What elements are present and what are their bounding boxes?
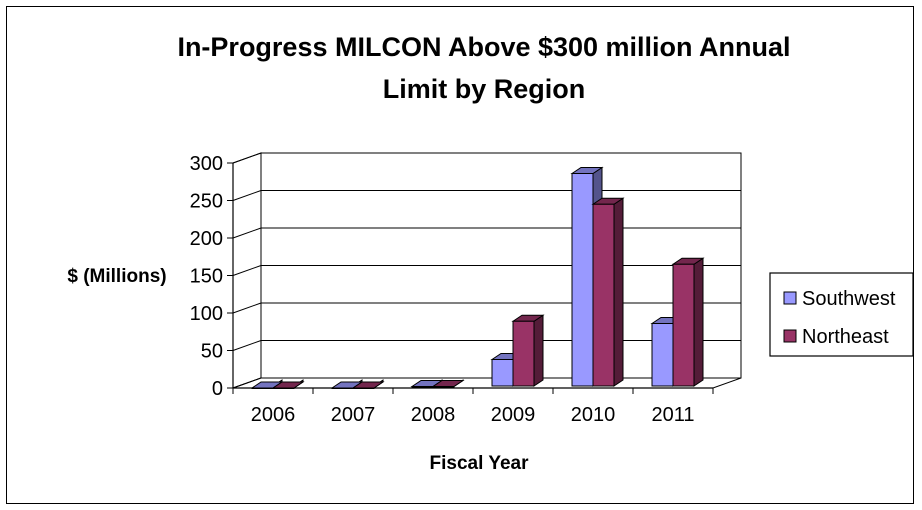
gridline-side bbox=[232, 302, 262, 314]
gridline-side bbox=[232, 190, 262, 201]
bar-northeast-2009-side bbox=[533, 314, 544, 387]
y-tick-label: 250 bbox=[190, 191, 223, 213]
bar-northeast-2009 bbox=[512, 320, 535, 387]
legend: Southwest Northeast bbox=[769, 272, 914, 357]
x-axis-title: Fiscal Year bbox=[430, 453, 530, 474]
bar-southwest-2007 bbox=[331, 387, 354, 389]
y-tick-label: 200 bbox=[190, 228, 223, 250]
bar-northeast-2007 bbox=[352, 387, 375, 389]
x-tick-label: 2006 bbox=[251, 404, 296, 426]
x-tick-label: 2008 bbox=[411, 404, 456, 426]
legend-label-southwest: Southwest bbox=[802, 288, 896, 310]
bar-northeast-2008 bbox=[432, 386, 455, 388]
bar-southwest-2011 bbox=[651, 323, 674, 387]
bar-southwest-2010 bbox=[571, 173, 594, 387]
legend-label-northeast: Northeast bbox=[802, 326, 889, 348]
bar-northeast-2006 bbox=[272, 387, 295, 389]
y-tick-label: 100 bbox=[190, 303, 223, 325]
gridline-side bbox=[232, 227, 262, 239]
legend-swatch-northeast bbox=[783, 329, 797, 343]
y-tick-label: 50 bbox=[201, 341, 223, 363]
y-axis-title: $ (Millions) bbox=[67, 266, 166, 287]
y-tick-label: 0 bbox=[212, 378, 223, 400]
bar-northeast-2010 bbox=[592, 203, 615, 387]
bar-southwest-2009 bbox=[491, 359, 514, 387]
bar-southwest-2006 bbox=[251, 387, 274, 389]
legend-swatch-southwest bbox=[783, 291, 797, 305]
bar-northeast-2011-side bbox=[693, 257, 704, 387]
gridline-side bbox=[232, 265, 262, 276]
chart-title-line-1: In-Progress MILCON Above $300 million An… bbox=[177, 32, 790, 62]
chart-title-line-2: Limit by Region bbox=[383, 74, 586, 104]
bar-northeast-2010-side bbox=[613, 197, 624, 387]
x-tick-label: 2009 bbox=[491, 404, 536, 426]
y-tick-label: 150 bbox=[190, 266, 223, 288]
x-tick-label: 2010 bbox=[571, 404, 616, 426]
plot-area: 0 50 100 150 200 250 300 2006 2007 2008 2009 2010 20… bbox=[190, 152, 742, 426]
gridline-side bbox=[232, 377, 262, 389]
x-tick-label: 2011 bbox=[651, 404, 694, 426]
bar-northeast-2011 bbox=[672, 263, 695, 387]
gridline-side bbox=[232, 152, 262, 164]
bar-southwest-2008 bbox=[411, 386, 434, 388]
gridline-side bbox=[232, 340, 262, 351]
y-tick-label: 300 bbox=[190, 153, 223, 175]
x-tick-label: 2007 bbox=[331, 404, 376, 426]
